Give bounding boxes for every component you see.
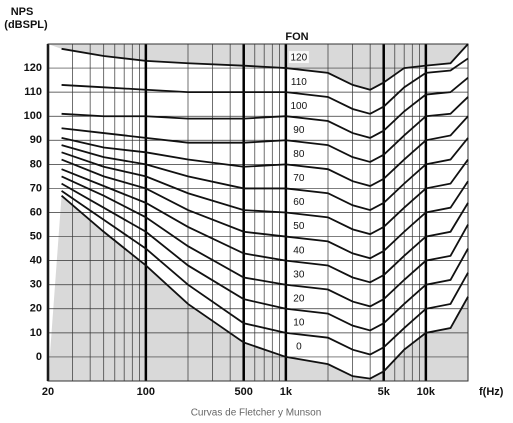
loudness-curve [61,168,469,284]
curve-label-bg [288,219,309,232]
curve-label: 0 [296,342,302,353]
curve-label-bg [288,123,309,136]
loudness-curve [61,137,469,212]
curve-label-bg [288,75,309,88]
x-tick-label: 10k [417,386,436,398]
x-axis-label: f(Hz) [479,386,504,398]
curve-label-bg [288,51,309,64]
x-tick-label: 1k [280,386,293,398]
loudness-curve [61,115,469,187]
loudness-curve [60,194,469,380]
loudness-curve [61,151,469,236]
loudness-curve [61,96,469,163]
curve-label: 30 [293,269,305,280]
loudness-curve [61,175,469,308]
curve-label-bg [288,267,309,280]
y-tick-label: 120 [24,62,42,74]
curve-label-bg [288,195,309,208]
y-tick-label: 100 [24,110,42,122]
loudness-curve [61,57,469,115]
y-axis-label: NPS [11,6,34,18]
loudness-curve [61,190,469,356]
curve-label-bg [288,315,309,328]
y-tick-label: 30 [30,279,42,291]
curve-label: 10 [293,317,305,328]
curve-label: 110 [291,77,307,88]
y-tick-label: 20 [30,303,42,315]
y-tick-label: 110 [24,86,42,98]
caption: Curvas de Fletcher y Munson [191,408,322,419]
curve-label: 90 [293,125,305,136]
curve-label: 120 [291,53,308,64]
y-tick-label: 10 [30,327,42,339]
y-tick-label: 70 [30,182,42,194]
curve-label: 80 [293,149,305,160]
curve-label: 70 [293,173,305,184]
loudness-curve [61,77,469,139]
y-tick-label: 60 [30,206,42,218]
curve-label: 60 [293,197,305,208]
y-tick-label: 40 [30,255,42,267]
legend-title: FON [285,31,308,43]
curve-label: 40 [293,245,305,256]
loudness-curve [61,182,469,332]
curve-label-bg [288,147,309,160]
y-tick-label: 0 [36,351,42,363]
curve-label: 20 [293,293,305,304]
x-tick-label: 100 [137,386,155,398]
curve-label-bg [288,339,309,352]
loudness-curve [61,43,469,91]
curve-label-bg [288,291,309,304]
x-tick-label: 20 [42,386,54,398]
y-tick-label: 80 [30,158,42,170]
curve-label-bg [288,99,309,112]
y-tick-label: 90 [30,134,42,146]
curve-label-bg [288,171,309,184]
x-tick-label: 5k [378,386,391,398]
curve-label: 100 [291,101,308,112]
curve-label-bg [288,243,309,256]
y-axis-label: (dBSPL) [4,19,48,31]
x-tick-label: 500 [235,386,253,398]
y-tick-label: 50 [30,230,42,242]
curve-label: 50 [293,221,305,232]
plot-border [47,43,469,382]
loudness-curve [61,158,469,260]
